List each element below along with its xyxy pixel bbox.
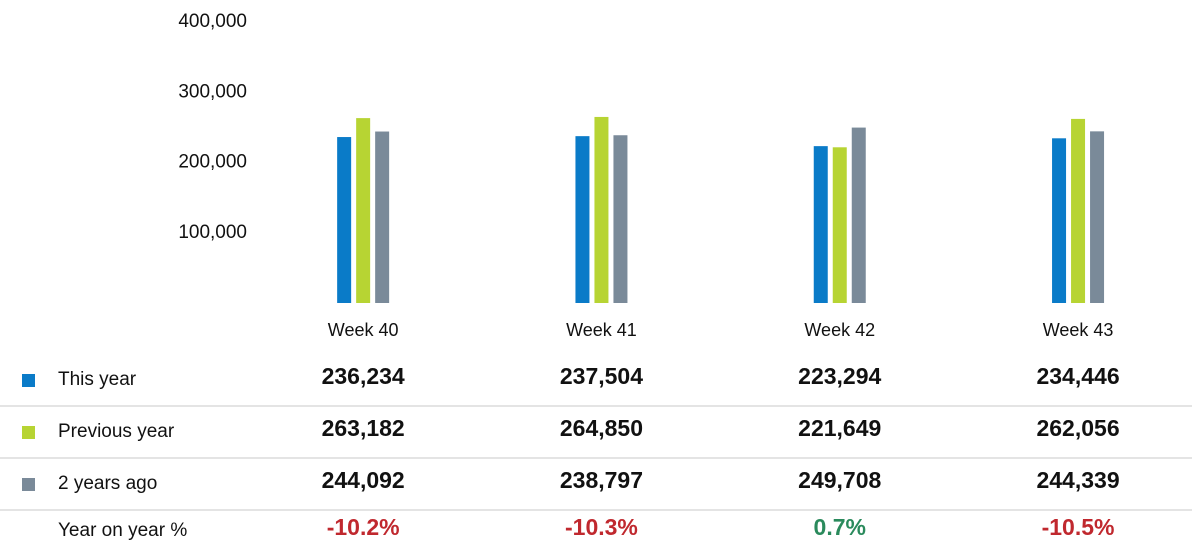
y-tick-label: 200,000 <box>178 152 247 173</box>
table-value: 237,504 <box>560 363 643 389</box>
table-value: 264,850 <box>560 415 643 441</box>
table-value: 249,708 <box>798 467 881 493</box>
x-tick-label: Week 43 <box>1043 320 1114 340</box>
table-value: 244,092 <box>322 467 405 493</box>
bar <box>851 127 866 303</box>
bar <box>1052 138 1067 303</box>
bar <box>356 118 371 303</box>
y-tick-label: 100,000 <box>178 222 247 243</box>
bar <box>613 135 628 303</box>
table-value: 263,182 <box>322 415 405 441</box>
bar <box>594 116 609 304</box>
table-value: 221,649 <box>798 415 881 441</box>
y-tick-label: 400,000 <box>178 11 247 32</box>
x-tick-label: Week 42 <box>804 320 875 340</box>
table-value: 236,234 <box>322 363 405 389</box>
bar <box>375 131 390 303</box>
table-value: 244,339 <box>1036 467 1119 493</box>
change-value: 0.7% <box>814 514 866 540</box>
x-tick-label: Week 40 <box>328 320 399 340</box>
legend-label: Previous year <box>58 421 175 442</box>
y-tick-label: 300,000 <box>178 81 247 102</box>
legend-swatch <box>22 374 35 387</box>
change-label: Year on year % <box>58 520 187 541</box>
bar <box>1071 118 1086 303</box>
table-value: 262,056 <box>1036 415 1119 441</box>
table-value: 223,294 <box>798 363 881 389</box>
x-tick-label: Week 41 <box>566 320 637 340</box>
legend-swatch <box>22 426 35 439</box>
bar <box>1090 131 1105 303</box>
change-value: -10.3% <box>565 514 638 540</box>
table-value: 234,446 <box>1036 363 1119 389</box>
change-value: -10.2% <box>327 514 400 540</box>
bar <box>337 137 352 303</box>
bar <box>832 147 847 303</box>
table-value: 238,797 <box>560 467 643 493</box>
legend-label: 2 years ago <box>58 473 157 494</box>
legend-swatch <box>22 478 35 491</box>
bar <box>813 146 828 303</box>
legend-label: This year <box>58 369 137 390</box>
change-value: -10.5% <box>1042 514 1115 540</box>
bar <box>575 136 590 303</box>
